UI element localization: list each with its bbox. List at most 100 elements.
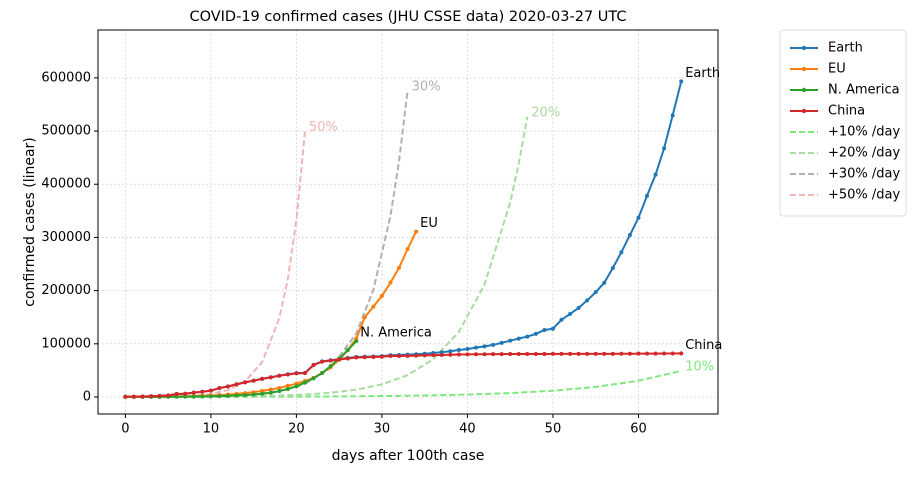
data-point [260, 388, 265, 393]
data-point [662, 146, 667, 151]
data-point [294, 371, 299, 376]
series-annotation: 30% [412, 79, 441, 94]
y-tick-label: 100000 [41, 336, 91, 351]
data-point [482, 344, 487, 349]
legend-label: +50% /day [828, 188, 901, 203]
data-point [225, 384, 230, 389]
data-point [149, 394, 154, 399]
data-point [328, 364, 333, 369]
series-annotation: N. America [360, 326, 432, 341]
data-point [593, 351, 598, 356]
data-point [593, 290, 598, 295]
data-point [585, 351, 590, 356]
data-point [448, 352, 453, 357]
data-point [439, 350, 444, 355]
data-point [362, 355, 367, 360]
data-point [371, 304, 376, 309]
data-point [243, 393, 248, 398]
data-point [243, 380, 248, 385]
data-point [414, 353, 419, 358]
plot-area [123, 79, 684, 399]
y-tick-label: 300000 [41, 230, 91, 245]
data-point [533, 351, 538, 356]
data-point [662, 351, 667, 356]
legend-box [779, 29, 907, 217]
legend-label: +30% /day [828, 167, 901, 182]
data-point [354, 355, 359, 360]
data-point [251, 378, 256, 383]
legend-label: +10% /day [828, 125, 901, 140]
y-tick-label: 400000 [41, 177, 91, 192]
data-point [568, 311, 573, 316]
data-point [379, 354, 384, 359]
data-point [260, 376, 265, 381]
data-point [465, 346, 470, 351]
series-annotation: 50% [309, 120, 338, 135]
data-point [200, 389, 205, 394]
x-axis-label: days after 100th case [332, 448, 485, 464]
data-point [208, 394, 213, 399]
x-tick-label: 50 [545, 422, 562, 437]
data-point [456, 347, 461, 352]
data-point [397, 354, 402, 359]
x-tick-label: 10 [203, 422, 220, 437]
data-point [525, 351, 530, 356]
data-point [499, 340, 504, 345]
data-point [559, 351, 564, 356]
data-point [439, 353, 444, 358]
data-point [285, 372, 290, 377]
data-point [542, 351, 547, 356]
data-point [371, 355, 376, 360]
x-tick-label: 60 [630, 422, 647, 437]
legend-label: N. America [828, 83, 900, 98]
x-tick-label: 40 [459, 422, 476, 437]
data-point [585, 298, 590, 303]
data-point [602, 351, 607, 356]
data-point [636, 215, 641, 220]
data-point [328, 358, 333, 363]
y-tick-label: 0 [83, 389, 91, 404]
data-point [473, 352, 478, 357]
data-point [191, 390, 196, 395]
data-point [277, 389, 282, 394]
data-point [277, 385, 282, 390]
data-point [217, 386, 222, 391]
x-tick-label: 20 [288, 422, 305, 437]
series-annotation: EU [420, 216, 438, 231]
data-point [576, 305, 581, 310]
data-point [508, 352, 513, 357]
data-point [550, 326, 555, 331]
data-point [610, 351, 615, 356]
data-point [636, 351, 641, 356]
data-point [183, 394, 188, 399]
data-point [619, 351, 624, 356]
data-point [251, 392, 256, 397]
data-point [602, 280, 607, 285]
data-point [268, 390, 273, 395]
x-tick-label: 30 [374, 422, 391, 437]
legend-marker [801, 108, 807, 114]
data-point [268, 375, 273, 380]
data-point [174, 392, 179, 397]
data-point [217, 394, 222, 399]
data-point [183, 391, 188, 396]
data-point [627, 233, 632, 238]
data-point [576, 351, 581, 356]
data-point [653, 172, 658, 177]
data-point [619, 250, 624, 255]
data-point [234, 382, 239, 387]
plot-frame [97, 29, 719, 415]
data-point [294, 384, 299, 389]
series-line [125, 340, 357, 398]
data-point [397, 265, 402, 270]
data-point [311, 363, 316, 368]
data-point [482, 352, 487, 357]
data-point [140, 394, 145, 399]
data-point [465, 352, 470, 357]
data-point [568, 351, 573, 356]
data-point [200, 394, 205, 399]
series-annotation: 20% [531, 105, 560, 120]
legend-label: EU [828, 62, 846, 77]
data-point [645, 351, 650, 356]
data-point [388, 280, 393, 285]
